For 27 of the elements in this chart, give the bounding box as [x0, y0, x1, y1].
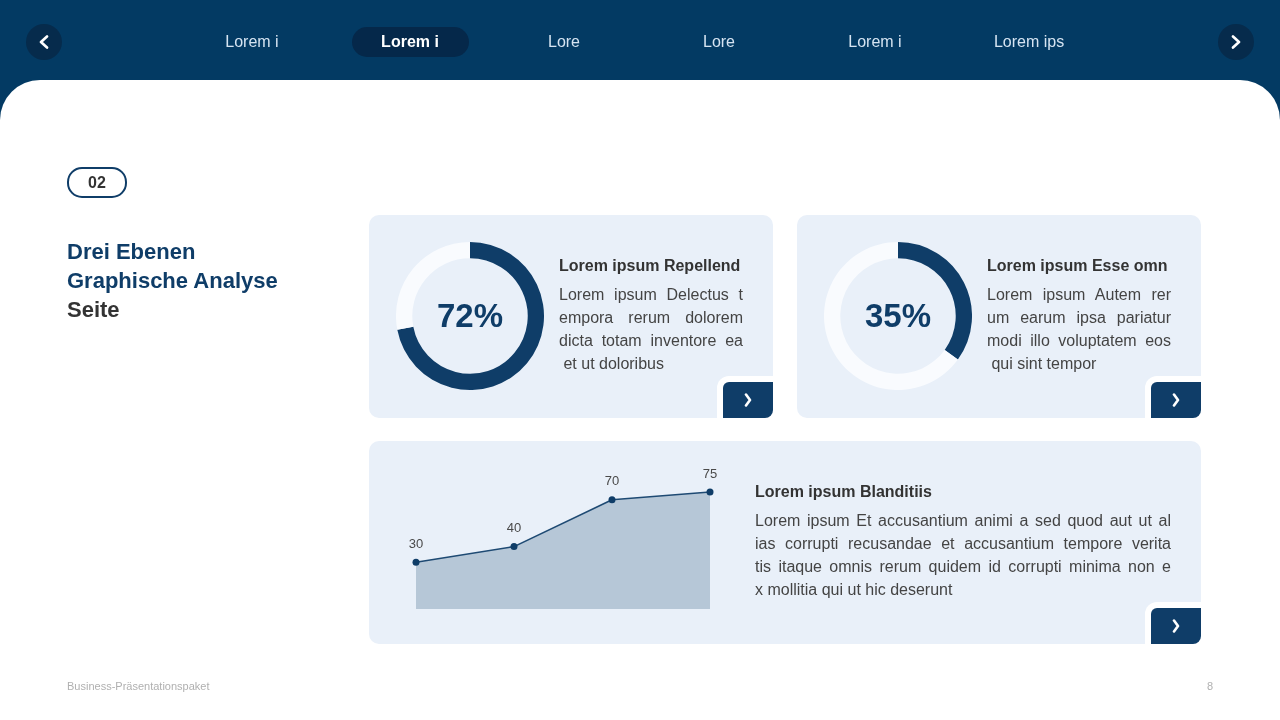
data-label: 40 [506, 520, 522, 536]
point [608, 496, 616, 504]
text: Lorem i [225, 33, 279, 51]
point [412, 558, 420, 566]
text: Lorem ipsum Repellend [559, 257, 741, 275]
text: Lorem ipsum Esse omn [987, 257, 1168, 275]
text: 35% [864, 297, 932, 335]
text: 02 [88, 173, 106, 192]
text: Lorem ipsum Et accusantium animi a sed quod aut ut al ias corrupti recusandae et accusantium tempore verita tis itaque omnis rerum quidem id corrupti minima non e x mollitia qui ut hic deserunt [755, 511, 1171, 600]
text: Lore [547, 33, 581, 51]
text: Business-Präsentationspaket [67, 680, 210, 692]
text: Seite [67, 296, 121, 324]
data-label: 70 [604, 473, 620, 489]
text: Lorem i [381, 33, 439, 51]
text: Lorem ipsum Blanditiis [755, 483, 932, 501]
text: Lorem ips [993, 33, 1065, 51]
text: 72% [436, 297, 504, 335]
data-label: 30 [408, 535, 424, 551]
text: 8 [1207, 680, 1214, 692]
data-label: 75 [702, 465, 718, 481]
text: Lorem ipsum Delectus t empora rerum dolorem dicta totam inventore ea et ut doloribus [559, 285, 743, 374]
text: Lorem ipsum Autem rer um earum ipsa pariatur modi illo voluptatem eos qui sint tempor [987, 285, 1171, 374]
text: Drei Ebenen Graphische Analyse [67, 238, 279, 295]
point [706, 488, 714, 496]
point [510, 543, 518, 551]
text: Lore [702, 33, 736, 51]
text: Lorem i [848, 33, 902, 51]
